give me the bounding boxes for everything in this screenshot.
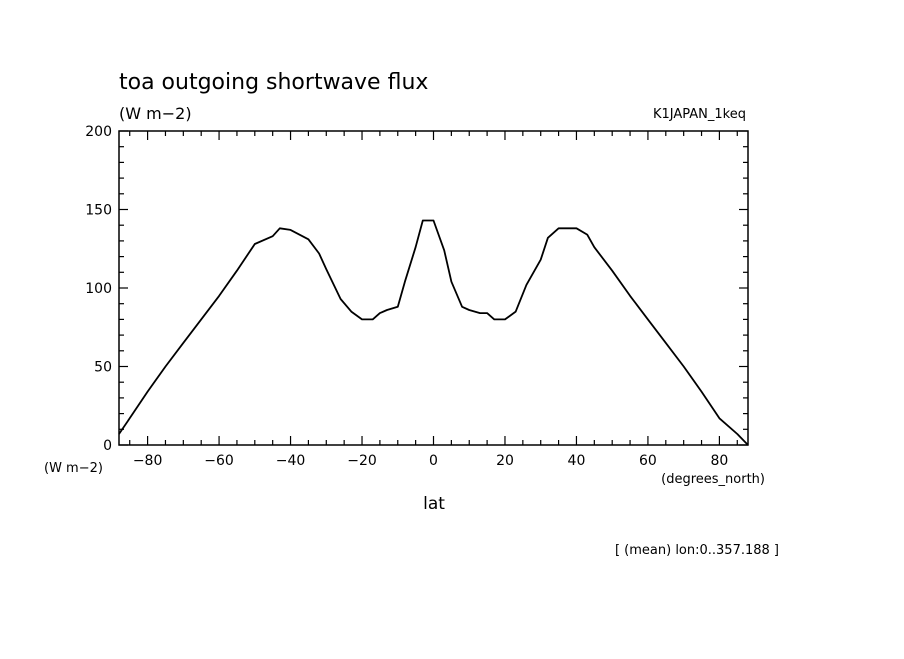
x-axis-label: lat — [423, 494, 445, 514]
x-tick-label: −80 — [133, 453, 163, 469]
x-tick-label: 80 — [710, 453, 728, 469]
x-tick-label: −40 — [276, 453, 306, 469]
y-tick-label: 100 — [85, 281, 112, 297]
x-tick-label: 0 — [429, 453, 438, 469]
y-tick-label: 150 — [85, 203, 112, 219]
plot-frame — [118, 130, 749, 446]
y-tick-label: 50 — [94, 360, 112, 376]
x-tick-label: 60 — [639, 453, 657, 469]
tick-labels-layer: −80 −60 −40 −20 0 20 40 60 80 0 50 100 150 200 — [85, 124, 728, 469]
x-units-label: (degrees_north) — [661, 472, 765, 487]
chart-title: toa outgoing shortwave flux — [119, 70, 428, 95]
footer-note: [ (mean) lon:0..357.188 ] — [615, 543, 779, 558]
x-tick-label: 40 — [568, 453, 586, 469]
ticks-layer — [119, 130, 748, 446]
run-label: K1JAPAN_1keq — [653, 107, 746, 122]
x-tick-label: −20 — [347, 453, 377, 469]
x-tick-label: 20 — [496, 453, 514, 469]
y-tick-label: 200 — [85, 124, 112, 140]
x-tick-label: −60 — [204, 453, 234, 469]
y-tick-label: 0 — [103, 438, 112, 454]
y-units-label: (W m−2) — [44, 461, 103, 476]
series-line — [118, 219, 749, 446]
chart-units: (W m−2) — [119, 104, 192, 123]
